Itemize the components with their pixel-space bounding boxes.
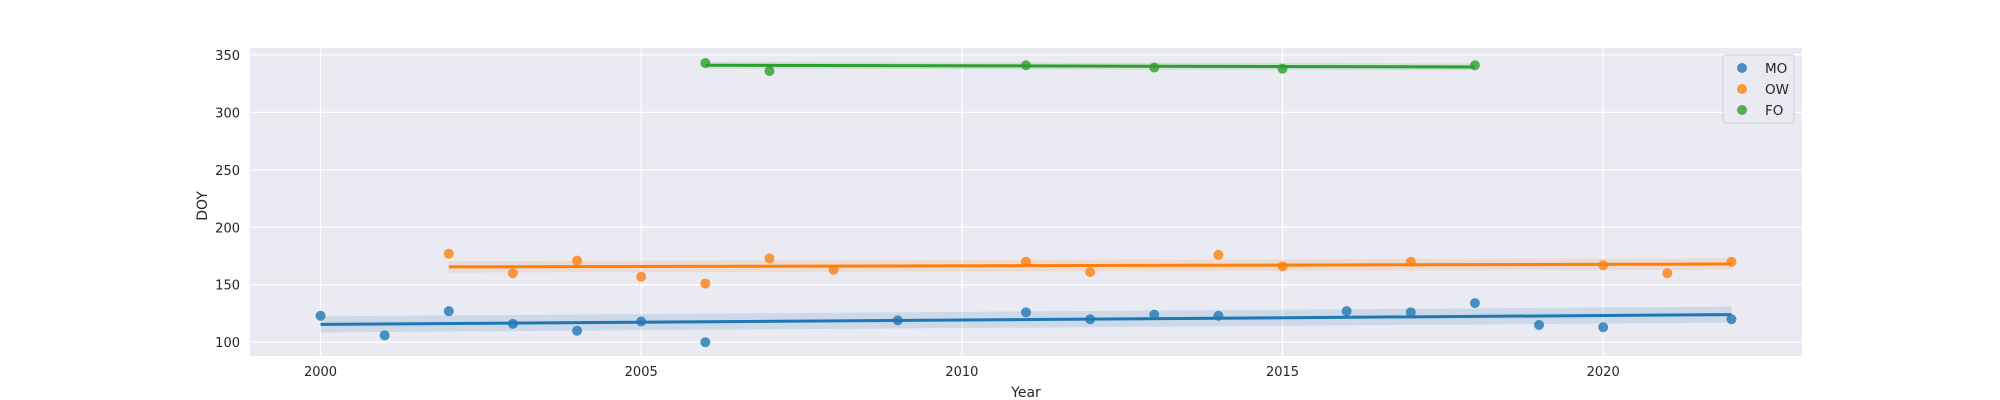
y-tick-label: 350	[215, 49, 240, 64]
data-point-ow	[572, 255, 583, 266]
x-tick-labels: 2000 2005 2010 2015 2020	[304, 365, 1620, 380]
data-point-mo	[1726, 314, 1737, 325]
data-point-ow	[1213, 249, 1224, 260]
data-point-mo	[315, 310, 326, 321]
legend-label-fo: FO	[1765, 103, 1783, 119]
fit-line-mo	[320, 313, 1732, 326]
legend-marker-mo	[1737, 63, 1747, 73]
data-point-fo	[1469, 60, 1480, 71]
data-point-ow	[828, 264, 839, 275]
data-point-fo	[1277, 63, 1288, 74]
data-point-mo	[443, 306, 454, 317]
legend-label-mo: MO	[1765, 61, 1787, 77]
data-point-ow	[636, 271, 647, 282]
data-point-mo	[1021, 307, 1031, 318]
data-point-mo	[1213, 310, 1224, 321]
y-tick-label: 150	[215, 279, 240, 294]
regression-lines	[320, 63, 1732, 326]
x-tick-label: 2010	[945, 365, 978, 380]
data-point-ow	[1021, 256, 1031, 267]
y-tick-label: 300	[215, 106, 240, 121]
data-point-ow	[1277, 261, 1288, 272]
fit-line-ow	[448, 262, 1732, 269]
data-point-ow	[507, 268, 518, 279]
data-point-mo	[700, 337, 711, 348]
data-point-mo	[379, 330, 390, 341]
grid	[250, 48, 1802, 356]
x-tick-label: 2015	[1266, 365, 1299, 380]
data-point-mo	[1405, 307, 1416, 318]
data-point-mo	[1085, 314, 1096, 325]
scatter-points	[315, 57, 1737, 348]
data-point-fo	[700, 57, 711, 68]
legend-label-ow: OW	[1765, 82, 1789, 98]
legend-marker-ow	[1737, 84, 1747, 94]
legend-marker-fo	[1737, 105, 1747, 115]
x-axis-label: Year	[1010, 385, 1041, 400]
legend: MO OW FO	[1722, 54, 1795, 124]
data-point-fo	[1149, 62, 1160, 73]
data-point-ow	[1085, 267, 1096, 278]
data-point-ow	[1726, 256, 1737, 267]
plot-area	[250, 48, 1802, 356]
fit-line-fo	[705, 63, 1475, 69]
data-point-mo	[1598, 322, 1609, 333]
data-point-ow	[1598, 260, 1609, 271]
x-tick-label: 2005	[625, 365, 658, 380]
data-point-mo	[1534, 319, 1545, 330]
data-point-mo	[507, 318, 518, 329]
y-tick-label: 200	[215, 221, 240, 236]
x-tick-label: 2020	[1587, 365, 1620, 380]
y-tick-label: 250	[215, 164, 240, 179]
data-point-ow	[764, 253, 775, 264]
y-tick-labels: 100 150 200 250 300 350	[215, 49, 240, 351]
data-point-mo	[1469, 298, 1480, 309]
data-point-mo	[1341, 306, 1352, 317]
data-point-ow	[1405, 256, 1416, 267]
data-point-fo	[764, 65, 775, 76]
data-point-ow	[1662, 268, 1673, 279]
data-point-mo	[1149, 309, 1160, 320]
data-point-ow	[443, 248, 454, 259]
data-point-mo	[636, 316, 647, 327]
data-point-fo	[1021, 60, 1031, 71]
data-point-mo	[572, 325, 583, 336]
y-tick-label: 100	[215, 336, 240, 351]
x-tick-label: 2000	[304, 365, 337, 380]
data-point-mo	[892, 315, 903, 326]
y-axis-label: DOY	[195, 191, 211, 221]
data-point-ow	[700, 278, 711, 289]
